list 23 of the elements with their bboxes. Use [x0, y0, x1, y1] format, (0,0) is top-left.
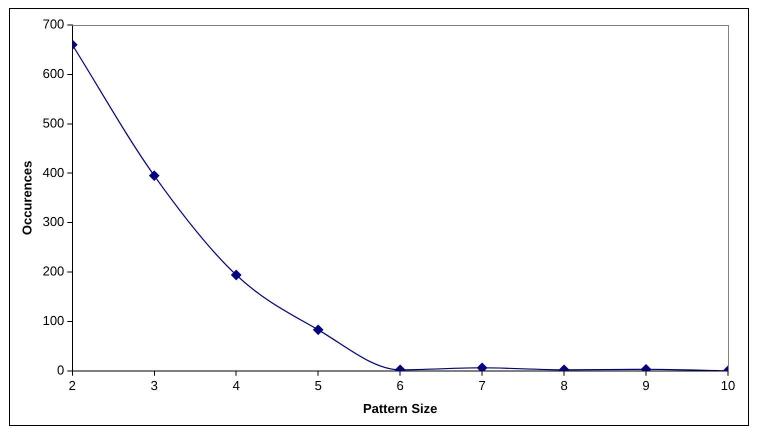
y-tick-label: 100: [42, 312, 64, 328]
x-tick-label: 10: [720, 378, 736, 394]
y-tick-label: 500: [42, 115, 64, 130]
y-tick-label: 200: [42, 264, 64, 279]
y-tick-label: 0: [57, 362, 64, 378]
x-tick-label: 4: [232, 378, 240, 394]
y-tick-label: 300: [42, 214, 64, 230]
y-axis-title: Occurences: [19, 160, 34, 236]
x-tick-label: 9: [642, 378, 650, 394]
x-tick-label: 8: [560, 378, 568, 394]
x-axis-title: Pattern Size: [362, 400, 438, 416]
y-tick-label: 700: [42, 16, 64, 32]
x-tick-label: 6: [396, 378, 404, 394]
y-tick-label: 600: [42, 66, 64, 81]
point: [231, 270, 242, 280]
y-tick-label: 400: [42, 164, 64, 180]
point: [477, 362, 488, 371]
point: [313, 324, 324, 335]
point: [149, 170, 160, 181]
x-tick-label: 7: [478, 378, 486, 394]
x-tick-label: 3: [150, 378, 158, 394]
x-tick-label: 2: [68, 378, 76, 394]
x-tick-label: 5: [314, 378, 322, 394]
